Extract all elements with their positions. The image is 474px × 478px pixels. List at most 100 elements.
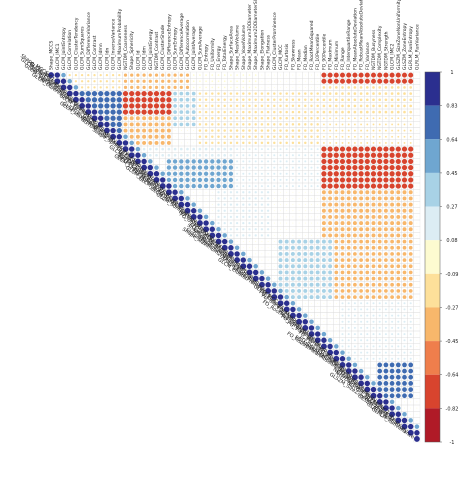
correlation-circle (123, 85, 128, 90)
correlation-circle (235, 117, 239, 120)
correlation-circle (291, 172, 294, 175)
correlation-circle (321, 258, 326, 263)
correlation-circle (190, 213, 197, 220)
correlation-circle (339, 171, 346, 177)
correlation-circle (254, 178, 257, 181)
correlation-circle (403, 117, 406, 120)
correlation-circle (358, 171, 364, 177)
correlation-circle (395, 381, 401, 386)
correlation-circle (359, 208, 364, 213)
correlation-circle (397, 123, 400, 126)
correlation-circle (304, 228, 306, 230)
correlation-circle (397, 401, 399, 403)
correlation-circle (91, 90, 98, 97)
column-label: FO_Uniformity (210, 38, 216, 70)
correlation-circle (172, 183, 178, 189)
correlation-circle (408, 393, 414, 399)
correlation-circle (118, 86, 121, 89)
column-label: FO_Energy (216, 46, 222, 70)
correlation-circle (323, 327, 325, 329)
correlation-circle (198, 104, 202, 108)
correlation-circle (298, 154, 301, 157)
correlation-circle (340, 276, 345, 281)
correlation-circle (298, 302, 300, 304)
correlation-circle (154, 140, 159, 145)
correlation-circle (217, 141, 220, 145)
correlation-circle (303, 270, 308, 275)
correlation-circle (310, 172, 313, 175)
correlation-circle (130, 73, 134, 77)
correlation-circle (273, 123, 276, 126)
correlation-circle (360, 320, 363, 323)
correlation-circle (371, 239, 376, 244)
correlation-circle (136, 85, 140, 90)
correlation-circle (215, 232, 222, 239)
correlation-circle (416, 142, 418, 144)
correlation-circle (402, 196, 407, 201)
correlation-circle (254, 86, 257, 89)
correlation-circle (285, 160, 288, 163)
correlation-circle (321, 78, 327, 84)
column-label: Shape_Sphericity (129, 31, 135, 70)
correlation-circle (284, 245, 289, 250)
correlation-circle (371, 221, 376, 226)
correlation-circle (254, 203, 257, 206)
correlation-circle (323, 302, 325, 304)
correlation-circle (110, 103, 116, 109)
correlation-circle (302, 324, 309, 331)
correlation-circle (391, 326, 394, 329)
correlation-circle (402, 258, 407, 262)
correlation-circle (340, 270, 345, 275)
correlation-circle (304, 160, 307, 163)
correlation-circle (285, 135, 288, 138)
correlation-circle (389, 177, 395, 183)
correlation-circle (322, 135, 325, 138)
colorbar-tick-label: -0.64 (446, 373, 459, 379)
correlation-circle (391, 302, 394, 305)
correlation-circle (285, 98, 288, 101)
correlation-circle (403, 308, 406, 311)
correlation-circle (416, 93, 418, 94)
correlation-circle (340, 202, 345, 207)
correlation-circle (297, 276, 302, 281)
correlation-circle (153, 171, 160, 177)
correlation-circle (222, 233, 227, 238)
correlation-circle (346, 146, 352, 152)
correlation-circle (408, 171, 414, 177)
correlation-circle (261, 80, 263, 82)
correlation-circle (279, 110, 282, 114)
correlation-circle (327, 337, 333, 343)
correlation-circle (372, 86, 375, 89)
correlation-circle (365, 252, 370, 256)
correlation-circle (341, 141, 344, 144)
correlation-circle (210, 171, 215, 176)
correlation-circle (366, 370, 368, 372)
correlation-circle (104, 103, 110, 109)
correlation-circle (147, 164, 154, 171)
correlation-circle (390, 221, 395, 226)
correlation-circle (346, 282, 351, 287)
correlation-circle (147, 103, 153, 109)
correlation-circle (179, 116, 184, 121)
correlation-circle (333, 177, 339, 183)
correlation-circle (110, 109, 116, 115)
correlation-circle (242, 247, 244, 249)
correlation-circle (261, 247, 263, 249)
correlation-circle (229, 135, 233, 138)
correlation-circle (260, 234, 264, 237)
correlation-circle (353, 276, 357, 281)
correlation-circle (389, 393, 395, 399)
correlation-circle (416, 259, 418, 261)
correlation-circle (267, 247, 269, 249)
correlation-circle (371, 72, 376, 78)
correlation-circle (260, 117, 264, 120)
correlation-circle (254, 74, 257, 76)
correlation-circle (346, 190, 351, 195)
colorbar-segment (425, 341, 440, 375)
correlation-circle (310, 129, 313, 132)
correlation-circle (416, 370, 418, 372)
correlation-circle (203, 159, 209, 164)
correlation-circle (377, 227, 382, 232)
correlation-circle (416, 253, 418, 255)
correlation-circle (216, 159, 221, 164)
